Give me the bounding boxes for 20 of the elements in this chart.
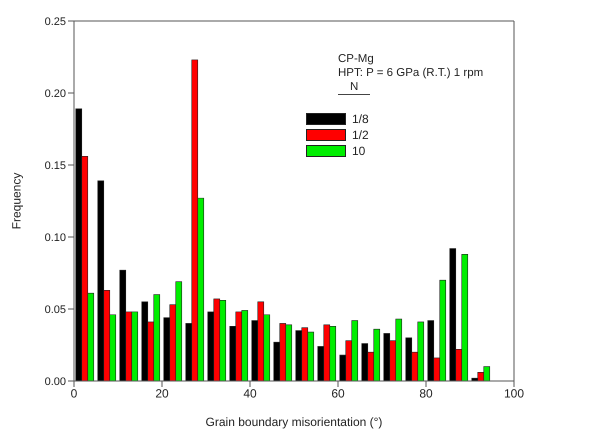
annotation: HPT: P = 6 GPa (R.T.) 1 rpm [338, 66, 484, 80]
legend-label: 1/8 [352, 112, 369, 126]
y-tick-label: 0.05 [44, 304, 66, 316]
legend-label: 1/2 [352, 128, 369, 142]
x-axis-title: Grain boundary misorientation (°) [206, 415, 382, 429]
y-tick-label: 0.20 [44, 88, 66, 100]
legend-label: 10 [352, 144, 366, 158]
x-tick-label: 20 [155, 386, 169, 401]
legend-title: N [338, 80, 370, 95]
y-tick-label: 0.00 [44, 376, 66, 388]
x-tick-label: 0 [70, 386, 78, 401]
annotation: CP-Mg [338, 52, 375, 66]
y-tick-label: 0.15 [44, 160, 66, 172]
y-axis-title: Frequency [9, 172, 24, 230]
x-tick-label: 60 [331, 386, 345, 401]
x-tick-label: 80 [419, 386, 433, 401]
y-tick-label: 0.10 [44, 232, 66, 244]
y-tick-label: 0.25 [44, 16, 66, 28]
x-tick-label: 100 [504, 386, 524, 401]
x-tick-label: 40 [243, 386, 257, 401]
